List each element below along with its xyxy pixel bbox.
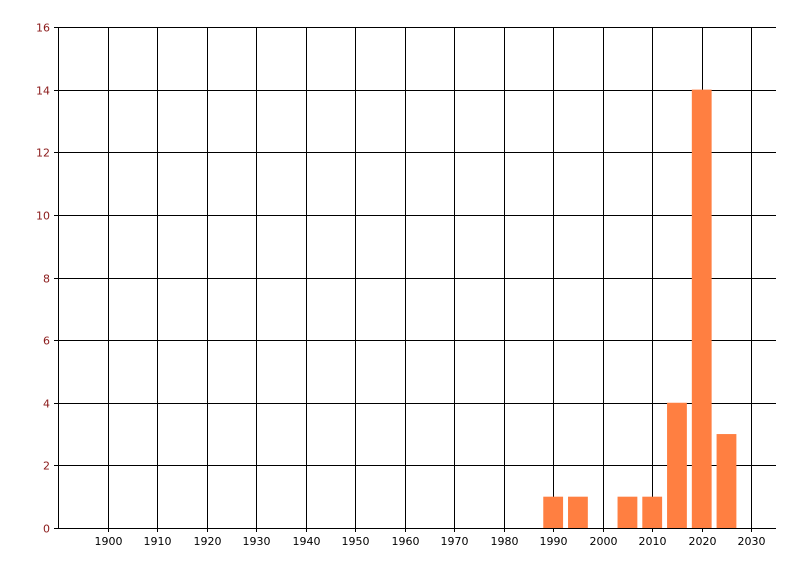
x-tick-label: 1980	[491, 535, 519, 548]
y-tick-label: 6	[43, 335, 50, 348]
x-tick-label: 2010	[639, 535, 667, 548]
x-tick-label: 2000	[590, 535, 618, 548]
y-tick-label: 14	[36, 85, 50, 98]
bar	[543, 496, 564, 528]
x-tick-label: 1900	[95, 535, 123, 548]
x-tick-label: 1940	[293, 535, 321, 548]
x-tick-label: 1960	[392, 535, 420, 548]
bar	[716, 434, 737, 528]
y-tick-label: 16	[36, 22, 50, 35]
bar	[617, 496, 638, 528]
bar	[568, 496, 588, 528]
y-tick-label: 0	[43, 523, 50, 536]
y-tick-label: 10	[36, 210, 50, 223]
x-tick-label: 1910	[144, 535, 172, 548]
x-tick-label: 1950	[342, 535, 370, 548]
x-tick-label: 1990	[540, 535, 568, 548]
y-tick-label: 2	[43, 460, 50, 473]
y-tick-label: 4	[43, 398, 50, 411]
x-tick-label: 1970	[441, 535, 469, 548]
x-tick-label: 1930	[243, 535, 271, 548]
y-tick-label: 8	[43, 273, 50, 286]
x-tick-label: 1920	[194, 535, 222, 548]
bar	[691, 89, 712, 528]
x-tick-label: 2030	[738, 535, 766, 548]
bar	[667, 402, 687, 528]
bar	[642, 496, 663, 528]
y-tick-label: 12	[36, 147, 50, 160]
x-tick-label: 2020	[689, 535, 717, 548]
